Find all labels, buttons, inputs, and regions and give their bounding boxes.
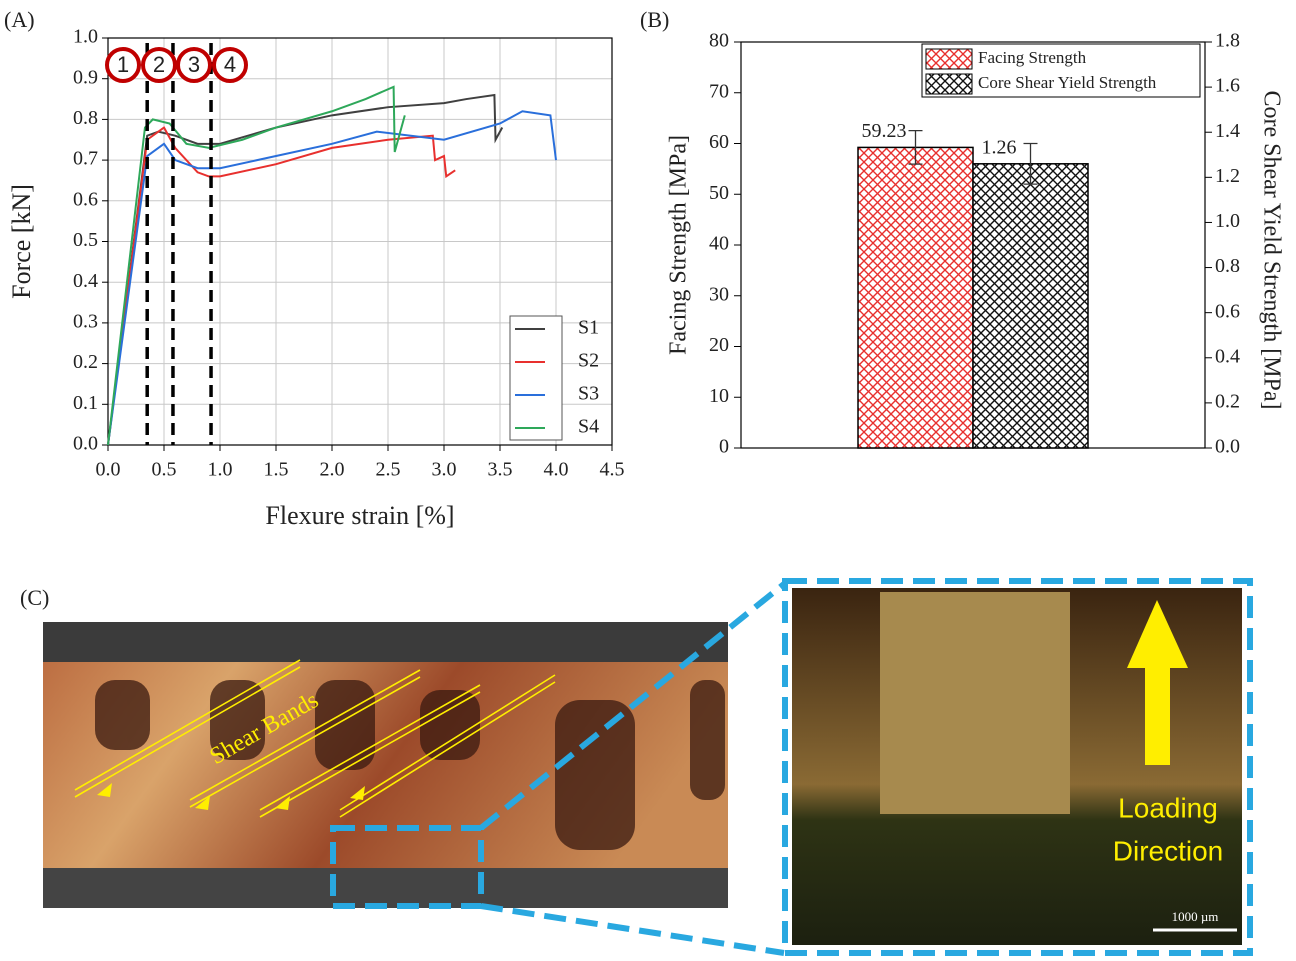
- y2-tick-label: 0.6: [1215, 300, 1240, 322]
- stage-label: 2: [153, 52, 165, 77]
- y-tick-label: 0.2: [73, 351, 98, 373]
- stage-label: 1: [117, 52, 129, 77]
- bottom-facing: [43, 868, 728, 908]
- x-tick-label: 4.5: [600, 459, 625, 481]
- y2-tick-label: 1.0: [1215, 210, 1240, 232]
- scale-bar-label: 1000 µm: [1172, 909, 1219, 924]
- panel-label: (C): [20, 585, 49, 610]
- y2-tick-label: 1.8: [1215, 30, 1240, 52]
- stage-marker: [176, 47, 212, 83]
- y2-tick-label: 0.2: [1215, 390, 1240, 412]
- y-tick-label: 10: [709, 385, 729, 407]
- y-tick-label: 20: [709, 334, 729, 356]
- value-label: 1.26: [982, 136, 1017, 158]
- y2-tick-label: 1.2: [1215, 165, 1240, 187]
- shear-band-lines: [74, 659, 556, 818]
- y-tick-label: 70: [709, 80, 729, 102]
- error-bar: [908, 130, 923, 165]
- series-line: [107, 110, 557, 446]
- loading-label: Loading: [1118, 792, 1218, 823]
- y-tick-label: 0.3: [73, 310, 98, 332]
- panel-c: (C) Shear Bands Loading Direction 1000 µ…: [20, 578, 1253, 956]
- y-tick-label: 0.0: [73, 433, 98, 455]
- legend-label: S1: [578, 317, 599, 339]
- x-tick-label: 1.0: [208, 459, 233, 481]
- stage-marker: [141, 47, 177, 83]
- y-tick-label: 0.5: [73, 229, 98, 251]
- x-tick-label: 2.5: [376, 459, 401, 481]
- y2-tick-label: 0.8: [1215, 255, 1240, 277]
- x-tick-label: 0.0: [96, 459, 121, 481]
- legend-label: S3: [578, 383, 599, 405]
- legend-label: Facing Strength: [978, 48, 1087, 67]
- y-axis-label: Facing Strength [MPa]: [666, 135, 692, 355]
- loading-label: Direction: [1113, 835, 1223, 866]
- y-tick-label: 0.8: [73, 107, 98, 129]
- y2-tick-label: 1.6: [1215, 75, 1240, 97]
- bar: [972, 163, 1089, 449]
- panel-label: (B): [640, 7, 669, 32]
- y-tick-label: 1.0: [73, 26, 98, 48]
- y2-tick-label: 1.4: [1215, 120, 1240, 142]
- bar: [857, 146, 974, 449]
- zoom-indicator: [330, 578, 1253, 956]
- legend-label: Core Shear Yield Strength: [978, 73, 1157, 92]
- y2-axis-label: Core Shear Yield Strength [MPa]: [1258, 90, 1284, 409]
- shear-arrows: [97, 783, 365, 810]
- y-tick-label: 0.1: [73, 392, 98, 414]
- stage-label: 3: [188, 52, 200, 77]
- cell-wall: [880, 592, 1070, 814]
- plot-frame: [107, 37, 613, 446]
- x-tick-label: 1.5: [264, 459, 289, 481]
- legend-label: S2: [578, 350, 599, 372]
- y-tick-label: 0: [719, 436, 729, 458]
- y-tick-label: 60: [709, 131, 729, 153]
- stage-marker: [212, 47, 248, 83]
- cells: [95, 680, 725, 850]
- x-tick-label: 0.5: [152, 459, 177, 481]
- x-axis-label: Flexure strain [%]: [265, 501, 454, 530]
- error-bar: [1023, 142, 1038, 185]
- y-axis-label: Force [kN]: [7, 184, 36, 299]
- y-tick-label: 0.7: [73, 148, 98, 170]
- y2-tick-label: 0.0: [1215, 436, 1240, 458]
- panel-label: (A): [4, 7, 35, 32]
- legend-box: [509, 315, 563, 441]
- x-tick-label: 3.0: [432, 459, 457, 481]
- value-label: 59.23: [862, 120, 907, 142]
- stage-label: 4: [224, 52, 236, 77]
- x-tick-label: 4.0: [544, 459, 569, 481]
- legend-label: S4: [578, 416, 599, 438]
- y-tick-label: 0.9: [73, 66, 98, 88]
- top-facing: [43, 622, 728, 662]
- y-tick-label: 30: [709, 283, 729, 305]
- y-tick-label: 40: [709, 233, 729, 255]
- y-tick-label: 50: [709, 182, 729, 204]
- x-tick-label: 2.0: [320, 459, 345, 481]
- y2-tick-label: 0.4: [1215, 345, 1240, 367]
- series-line: [107, 85, 406, 446]
- x-tick-label: 3.5: [488, 459, 513, 481]
- y-tick-label: 80: [709, 30, 729, 52]
- legend-swatch: [925, 73, 973, 95]
- y-tick-label: 0.4: [73, 270, 98, 292]
- legend-swatch: [925, 48, 973, 70]
- stage-marker: [105, 47, 141, 83]
- loading-arrow: [1127, 600, 1188, 765]
- series-line: [107, 126, 456, 446]
- y-tick-label: 0.6: [73, 188, 98, 210]
